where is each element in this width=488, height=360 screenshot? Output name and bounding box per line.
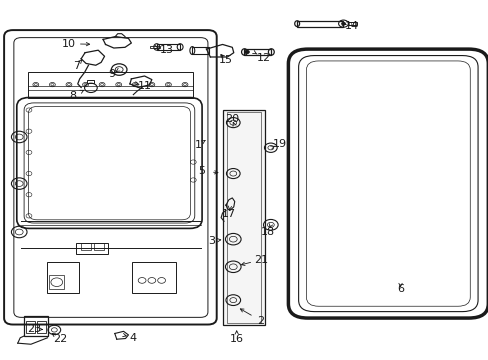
Text: 18: 18 [260,227,274,237]
Bar [27,72,193,98]
Text: 3: 3 [207,236,214,246]
Bar [47,262,79,293]
Bar [26,321,35,333]
Text: 11: 11 [137,81,151,91]
Text: 8: 8 [69,91,76,101]
Text: 12: 12 [256,53,270,63]
Text: 14: 14 [344,21,358,31]
Bar [222,110,265,325]
Text: 23: 23 [27,324,41,334]
Text: 22: 22 [53,333,67,343]
Text: 9: 9 [108,69,115,79]
Bar [49,275,64,289]
Circle shape [341,22,345,25]
Text: 15: 15 [219,55,232,65]
Text: 16: 16 [229,333,243,343]
Bar [157,44,180,50]
Bar [347,22,356,25]
Text: 19: 19 [272,139,286,149]
Bar [150,45,159,48]
Text: 17: 17 [222,209,236,219]
Text: 7: 7 [73,61,80,71]
Bar [81,243,91,250]
Bar [94,243,104,250]
Bar [87,80,94,83]
Text: 6: 6 [396,284,403,294]
Bar [24,316,47,336]
Bar [192,46,209,54]
Circle shape [244,50,249,54]
Bar [37,321,45,333]
Text: 20: 20 [224,114,239,124]
Bar [227,112,260,323]
Bar [132,262,176,293]
Text: 13: 13 [159,45,173,55]
Bar [297,21,343,27]
Text: 10: 10 [62,39,76,49]
Bar [76,243,108,253]
Text: 2: 2 [257,316,264,325]
Bar [244,49,271,55]
Text: 21: 21 [254,255,268,265]
Text: 5: 5 [198,166,205,176]
Text: 4: 4 [129,333,137,343]
Text: 1: 1 [194,140,201,150]
